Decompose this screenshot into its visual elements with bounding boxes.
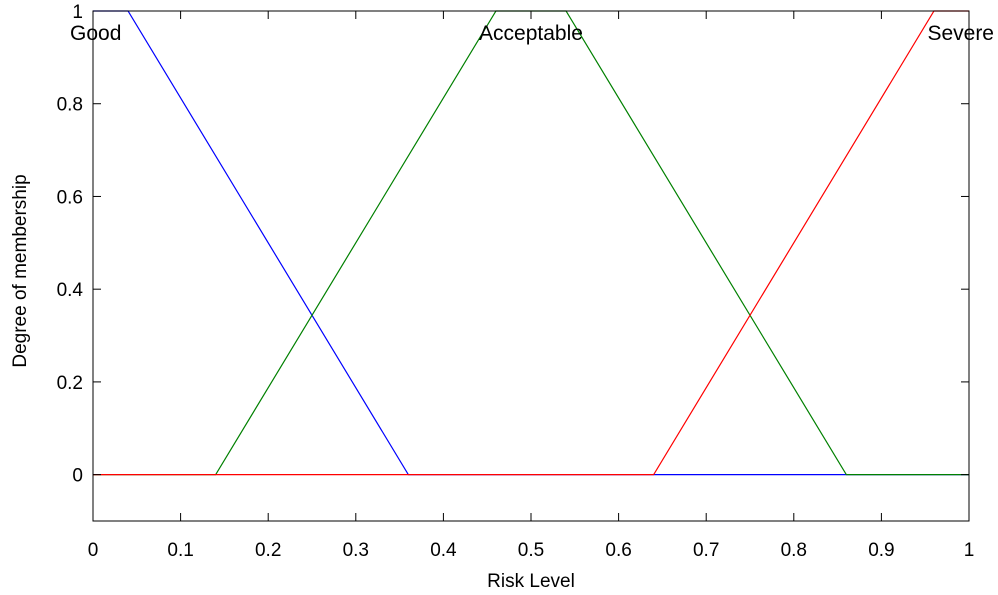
y-tick-label: 0 [72,466,83,487]
x-tick-label: 0.9 [868,540,894,561]
y-tick-label: 0.6 [57,187,83,208]
plot-frame [92,10,970,522]
mf-label-layer: Good Acceptable Severe [70,22,994,45]
x-tick-label: 0.8 [781,540,807,561]
y-tick-label: 0.8 [57,95,83,116]
x-tick-label: 0.2 [255,540,281,561]
x-tick-label: 0.1 [167,540,193,561]
x-tick-label: 0.4 [430,540,457,561]
x-tick-label: 0.3 [343,540,369,561]
x-tick-label: 1 [964,540,975,561]
tick-layer: 0 0.1 0.2 0.3 0.4 0.5 0.6 0.7 0.8 0.9 1 0 0.2 0.4 0.6 0… [57,2,975,561]
plot-area [93,11,969,521]
y-axis-label: Degree of membership [10,174,31,367]
y-tick-label: 0.4 [57,280,84,301]
mf-label-good: Good [70,22,121,45]
x-tick-label: 0 [88,540,99,561]
mf-label-severe: Severe [927,22,994,45]
y-tick-label: 1 [72,2,83,23]
y-tick-label: 0.2 [57,373,83,394]
x-tick-label: 0.5 [518,540,544,561]
x-axis-label: Risk Level [487,571,575,592]
x-tick-label: 0.7 [693,540,719,561]
x-tick-label: 0.6 [605,540,631,561]
mf-label-acceptable: Acceptable [479,22,583,45]
